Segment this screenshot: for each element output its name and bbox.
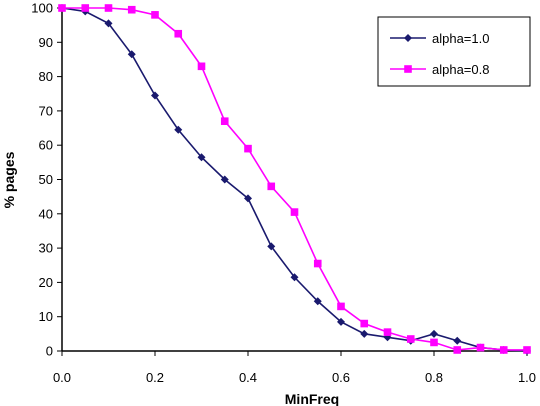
data-point [499,346,508,354]
y-tick-label: 100 [31,1,53,16]
data-point [151,11,159,19]
data-point [383,328,392,336]
data-point [313,259,322,268]
data-point [290,208,299,216]
data-point [244,194,252,203]
data-point [267,182,276,191]
y-tick-label: 10 [39,309,53,324]
x-tick-label: 0.6 [332,370,350,385]
series-2 [58,4,531,354]
data-point [453,336,462,345]
legend-label: alpha=0.8 [432,62,489,77]
y-tick-label: 40 [39,206,53,221]
data-point [337,302,345,311]
y-tick-label: 70 [39,103,53,118]
x-axis-title: MinFreq [285,391,339,406]
data-point [267,242,276,251]
data-point [197,62,206,71]
data-point [337,317,345,326]
y-tick-label: 60 [39,138,53,153]
tick-labels: 0 10 20 30 40 50 60 70 80 90 100 0.0 0.2 0.4 0.6 0.8 1.0 [31,1,536,386]
data-point [360,329,369,338]
y-tick-label: 20 [39,275,53,290]
data-point [127,5,136,14]
x-tick-label: 0.4 [239,370,257,385]
data-point [151,91,159,100]
data-point [197,153,206,162]
data-point [244,144,252,153]
y-tick-label: 90 [39,35,53,50]
y-tick-label: 0 [46,344,53,359]
x-tick-label: 0.8 [425,370,443,385]
data-point [523,346,531,354]
x-tick-label: 1.0 [518,370,536,385]
x-tick-label: 0.2 [146,370,164,385]
series-group [58,4,531,355]
legend-label: alpha=1.0 [432,31,489,46]
data-point [430,329,438,338]
data-point [476,343,485,352]
data-point [360,319,369,328]
data-point [220,117,229,125]
y-tick-label: 50 [39,172,53,187]
data-point [453,346,462,354]
axes [57,7,528,356]
legend-box [377,16,531,87]
data-point [430,338,438,347]
data-point [127,50,136,59]
data-point [290,273,299,282]
y-tick-label: 30 [39,241,53,256]
y-axis-title: % pages [1,151,17,208]
data-point [81,4,90,12]
data-point [220,175,229,184]
legend-marker [404,34,412,42]
data-point [104,19,113,28]
x-tick-label: 0.0 [53,370,71,385]
data-point [174,125,183,134]
legend-marker [404,65,412,73]
legend: alpha=1.0 alpha=0.8 [377,16,531,87]
data-point [58,4,66,12]
data-point [406,335,415,343]
data-point [174,29,183,38]
data-point [313,297,322,306]
y-tick-label: 80 [39,69,53,84]
data-point [104,4,113,12]
